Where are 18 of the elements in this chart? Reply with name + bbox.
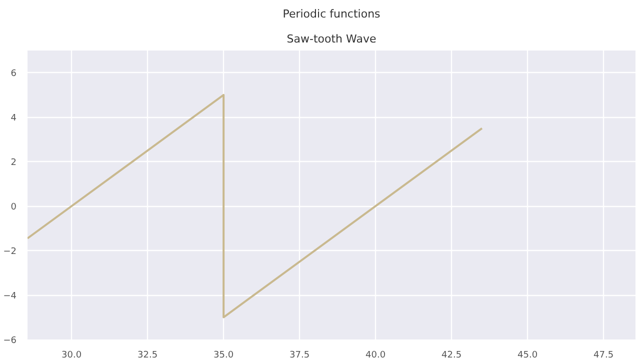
y-tick-label: 0 [10,202,17,213]
y-tick-label: −4 [3,292,17,302]
x-tick-label: 37.5 [290,350,310,360]
y-tick-label: −2 [3,247,17,258]
line-series [28,94,483,318]
y-tick-label: 6 [10,69,17,80]
x-tick-label: 35.0 [214,350,234,360]
x-tick-label: 32.5 [138,350,158,360]
x-tick-label: 30.0 [62,350,82,360]
y-tick-label: 4 [10,114,17,124]
chart-title: Periodic functions [282,8,381,20]
x-tick-label: 47.5 [594,350,614,360]
x-tick-label: 40.0 [366,350,386,360]
x-tick-label: 45.0 [518,350,538,360]
x-tick-label: 42.5 [442,350,462,360]
y-tick-label: −6 [3,336,17,346]
chart-subtitle: Saw-tooth Wave [286,32,376,46]
y-tick-label: 2 [10,158,17,168]
